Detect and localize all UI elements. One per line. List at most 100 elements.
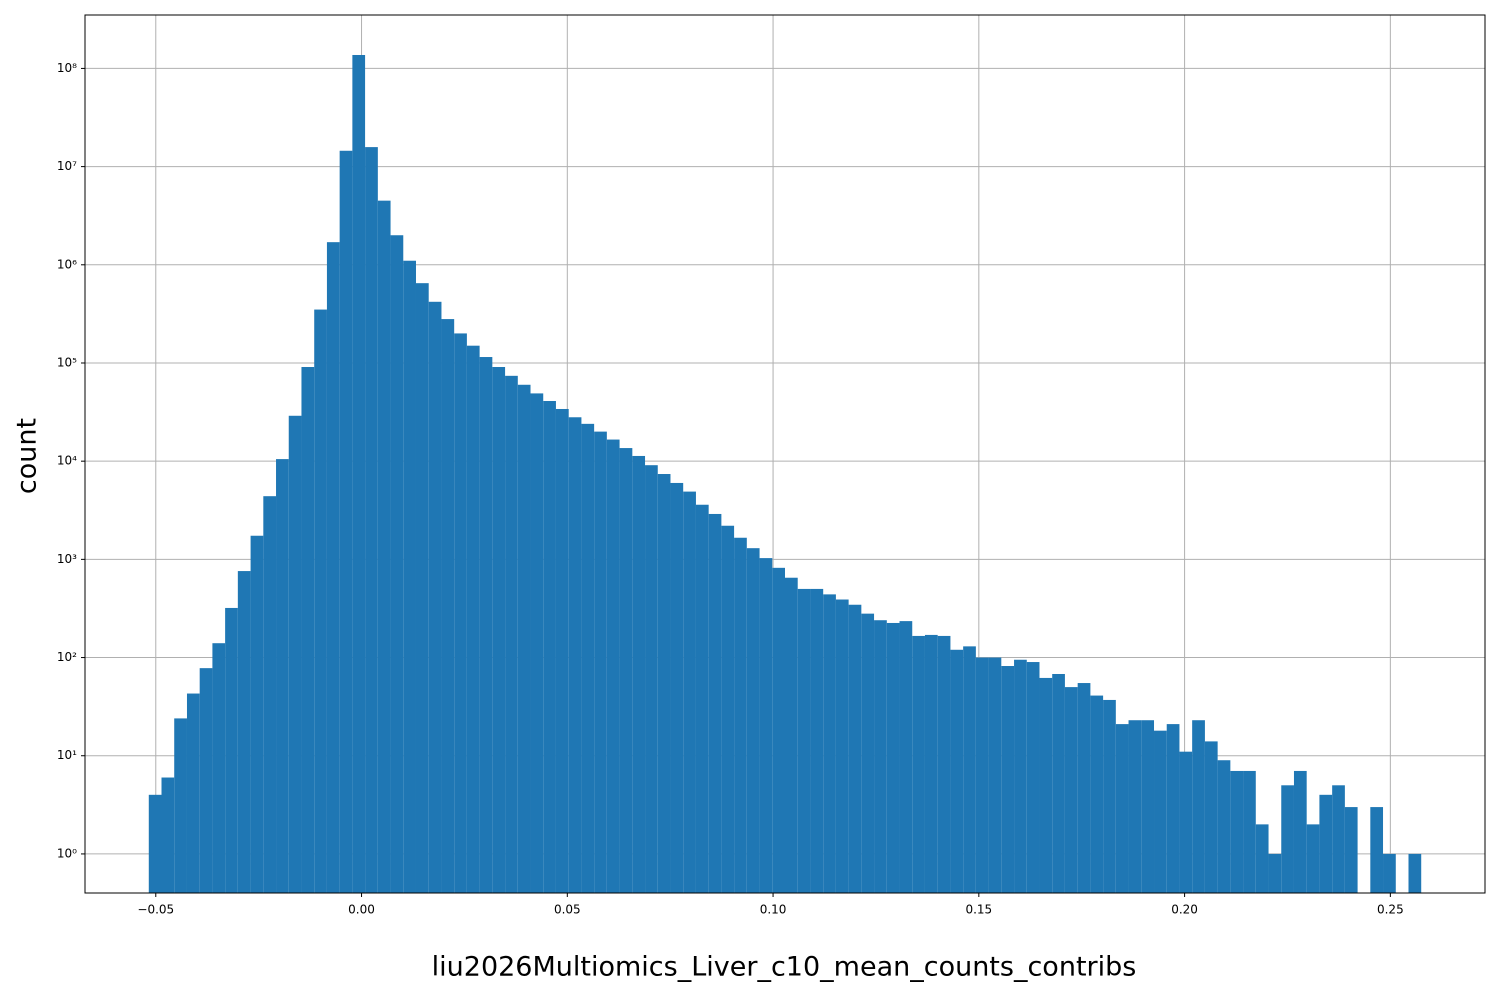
- x-tick-label: 0.05: [554, 903, 581, 917]
- bar: [1281, 785, 1294, 893]
- bar: [263, 496, 277, 893]
- bar: [543, 401, 556, 893]
- bar: [848, 604, 862, 893]
- bar: [1141, 720, 1155, 893]
- x-axis-label: liu2026Multiomics_Liver_c10_mean_counts_…: [432, 952, 1137, 983]
- bar: [721, 525, 735, 893]
- x-tick-label: 0.00: [348, 903, 375, 917]
- bar: [365, 147, 378, 894]
- bar: [1319, 794, 1333, 893]
- bar: [1039, 677, 1053, 893]
- bar: [810, 588, 824, 893]
- bar: [339, 150, 353, 893]
- bar: [899, 621, 913, 893]
- bar: [1192, 720, 1205, 893]
- bar: [237, 571, 251, 893]
- bars: [148, 54, 1422, 894]
- bar: [1243, 770, 1256, 893]
- bar: [606, 439, 620, 893]
- bar: [1064, 687, 1078, 893]
- bar: [1370, 807, 1384, 893]
- bar: [288, 415, 302, 893]
- bar: [734, 537, 747, 893]
- x-tick-label: 0.25: [1377, 903, 1404, 917]
- bar: [314, 309, 327, 893]
- bar: [454, 333, 467, 893]
- bar: [1293, 770, 1307, 893]
- bar: [1128, 720, 1142, 893]
- bar: [301, 367, 315, 893]
- bar: [823, 594, 836, 893]
- bar: [174, 718, 187, 893]
- bar: [950, 649, 964, 893]
- x-tick-label: 0.10: [760, 903, 787, 917]
- bar: [1204, 741, 1218, 893]
- bar: [632, 455, 646, 893]
- bar: [1230, 770, 1244, 893]
- bar: [276, 459, 289, 893]
- bar: [594, 431, 607, 893]
- bar: [937, 635, 951, 893]
- bar: [1001, 666, 1015, 893]
- bar: [377, 200, 391, 893]
- bar: [1332, 785, 1345, 893]
- bar: [466, 345, 480, 894]
- bar: [505, 375, 518, 893]
- plot-frame: [84, 14, 1486, 894]
- bar: [1103, 699, 1116, 893]
- bar: [352, 54, 366, 894]
- bar: [1268, 853, 1282, 893]
- bar: [1217, 760, 1231, 893]
- y-tick-label: 10⁵: [57, 355, 77, 369]
- bar: [886, 622, 900, 893]
- y-tick-label: 10³: [57, 552, 77, 566]
- y-axis-label: count: [12, 418, 43, 494]
- y-tick-label: 10⁶: [57, 257, 77, 271]
- bar: [657, 474, 671, 893]
- bar: [963, 646, 976, 893]
- bar: [479, 357, 493, 893]
- bar: [1115, 724, 1129, 893]
- bar: [568, 417, 582, 893]
- bar: [250, 535, 264, 893]
- bar: [1179, 751, 1193, 893]
- bar: [835, 599, 849, 893]
- bar: [1255, 824, 1269, 893]
- bar: [772, 567, 785, 893]
- y-tick-label: 10⁷: [57, 159, 77, 173]
- bar: [708, 513, 722, 893]
- bar: [759, 558, 773, 893]
- bar: [517, 384, 531, 893]
- bar: [428, 301, 442, 893]
- y-tick-label: 10¹: [57, 748, 77, 762]
- x-tick-label: −0.05: [137, 903, 174, 917]
- bar: [645, 465, 658, 893]
- bar: [975, 657, 989, 893]
- bar: [161, 777, 175, 893]
- bar: [1166, 724, 1180, 893]
- bar: [441, 319, 455, 893]
- bar: [1026, 662, 1040, 893]
- x-tick-label: 0.15: [965, 903, 992, 917]
- y-tick-label: 10⁸: [57, 61, 77, 75]
- bar: [530, 393, 544, 893]
- bar: [186, 693, 200, 893]
- bar: [874, 620, 887, 893]
- bar: [415, 283, 429, 894]
- bar: [861, 613, 875, 893]
- bar: [326, 242, 340, 894]
- bar: [670, 482, 684, 893]
- bar: [1306, 824, 1320, 893]
- bar: [492, 367, 506, 893]
- y-tick-label: 10²: [57, 650, 77, 664]
- y-tick-label: 10⁴: [57, 454, 77, 468]
- bar: [1344, 807, 1358, 893]
- y-tick-label: 10⁰: [57, 846, 77, 860]
- bar: [1383, 853, 1396, 893]
- bar: [148, 794, 162, 893]
- bar: [619, 448, 633, 893]
- bar: [1408, 853, 1422, 893]
- bar: [1014, 659, 1027, 893]
